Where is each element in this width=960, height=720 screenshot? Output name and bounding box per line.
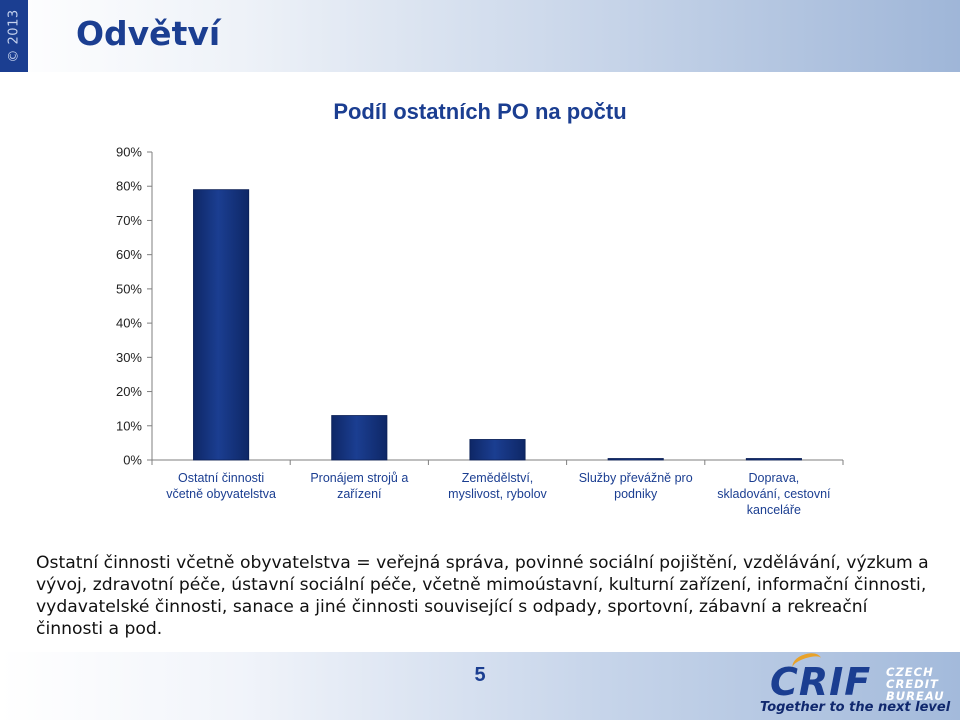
y-tick-label: 10% (116, 418, 142, 433)
x-tick-label-line: kanceláře (747, 503, 801, 517)
bar-chart: Podíl ostatních PO na počtu 0% 10% 20% 30% 4… (116, 99, 844, 517)
logo-sub-credit: CREDIT (886, 677, 939, 691)
logo-sub-czech: CZECH (886, 665, 934, 679)
x-tick-label-line: zařízení (337, 487, 382, 501)
y-tick-label: 60% (116, 247, 142, 262)
x-tick-label: Zemědělství, myslivost, rybolov (448, 471, 547, 501)
y-tick-label: 0% (123, 453, 142, 468)
bar (469, 439, 526, 461)
chart-x-labels: Ostatní činnosti včetně obyvatelstva Proná… (166, 471, 831, 517)
x-tick-label-line: Zemědělství, (462, 471, 534, 485)
logo-sub-bureau: BUREAU (886, 689, 945, 703)
chart-title: Podíl ostatních PO na počtu (333, 99, 626, 124)
copyright-year: © 2013 (6, 9, 22, 63)
page-number: 5 (474, 664, 486, 686)
x-tick-label-line: Služby převážně pro (579, 471, 693, 485)
logo-wordmark: CRIF (770, 660, 872, 704)
x-tick-label-line: Ostatní činnosti (178, 471, 264, 485)
chart-bars (193, 189, 802, 461)
x-tick-label-line: Doprava, (749, 471, 800, 485)
y-tick-label: 50% (116, 281, 142, 296)
header-band (0, 0, 960, 72)
year-strip: © 2013 (0, 0, 28, 72)
page-title: Odvětví (76, 14, 221, 53)
x-tick-label: Pronájem strojů a zařízení (310, 471, 408, 501)
x-tick-label-line: podniky (614, 487, 658, 501)
y-tick-label: 20% (116, 384, 142, 399)
x-tick-label: Služby převážně pro podniky (579, 471, 693, 501)
x-tick-label-line: skladování, cestovní (717, 487, 831, 501)
footer-band (0, 652, 960, 720)
y-tick-label: 90% (116, 145, 142, 160)
x-tick-label: Doprava, skladování, cestovní kanceláře (717, 471, 831, 517)
y-tick-label: 80% (116, 179, 142, 194)
sector-description: Ostatní činnosti včetně obyvatelstva = v… (36, 553, 929, 639)
bar (331, 415, 388, 461)
x-tick-label: Ostatní činnosti včetně obyvatelstva (166, 471, 276, 501)
x-tick-label-line: myslivost, rybolov (448, 487, 547, 501)
bar (745, 458, 802, 461)
y-tick-label: 70% (116, 213, 142, 228)
bar (193, 189, 250, 461)
x-tick-label-line: včetně obyvatelstva (166, 487, 276, 501)
tagline: Together to the next level (760, 700, 951, 715)
y-tick-label: 30% (116, 350, 142, 365)
bar (607, 458, 664, 461)
x-tick-label-line: Pronájem strojů a (310, 471, 408, 485)
crif-logo: CRIF CZECH CREDIT BUREAU (762, 649, 952, 708)
y-tick-label: 40% (116, 316, 142, 331)
